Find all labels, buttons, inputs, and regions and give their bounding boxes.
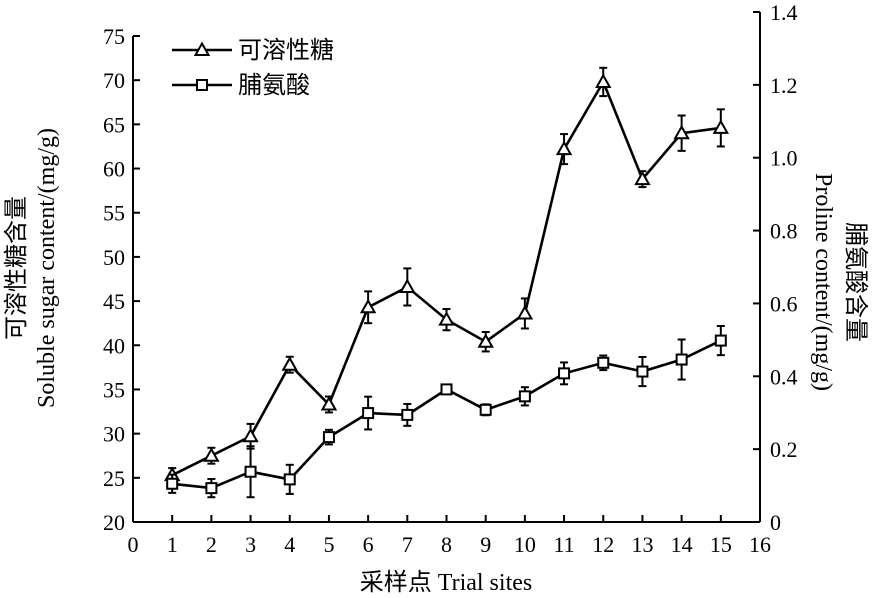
x-tick-label: 14	[671, 532, 693, 557]
right-y-axis-ticks: 0 0.2 0.4 0.6 0.8 1.0 1.2 1.4	[753, 0, 798, 535]
x-tick-label: 16	[749, 532, 771, 557]
x-tick-label: 11	[553, 532, 574, 557]
x-tick-label: 4	[284, 532, 295, 557]
left-y-tick-label: 50	[103, 245, 125, 270]
left-y-tick-label: 55	[103, 201, 125, 226]
soluble-sugar-triangle-point	[242, 427, 259, 443]
right-y-axis-label-cn: 脯氨酸含量	[842, 222, 869, 342]
right-y-tick-label: 1.4	[770, 0, 798, 25]
x-tick-label: 15	[710, 532, 732, 557]
x-tick-label: 8	[441, 532, 452, 557]
left-y-axis-label: 可溶性糖含量 Soluble sugar content/(mg/g)	[3, 128, 60, 408]
right-y-tick-label: 1.2	[770, 73, 798, 98]
legend-label-proline: 脯氨酸	[238, 72, 310, 99]
right-y-axis-label-en: Proline content/(mg/g)	[810, 173, 836, 391]
proline-square-point	[636, 365, 649, 378]
legend: 可溶性糖 脯氨酸	[172, 37, 334, 99]
right-y-tick-label: 0.2	[770, 437, 798, 462]
right-y-axis-label: 脯氨酸含量 Proline content/(mg/g)	[810, 173, 869, 391]
soluble-sugar-triangle-point	[555, 140, 573, 156]
left-y-tick-label: 30	[103, 422, 125, 447]
proline-square-point	[283, 473, 296, 486]
soluble-sugar-triangle-point	[477, 333, 494, 348]
legend-square-marker	[196, 79, 208, 91]
right-y-tick-label: 0.4	[770, 364, 798, 389]
x-axis-label: 采样点 Trial sites	[360, 569, 532, 596]
x-tick-label: 1	[167, 532, 178, 557]
legend-triangle-marker	[193, 41, 211, 56]
proline-square-point	[597, 356, 610, 369]
right-y-tick-label: 1.0	[770, 146, 798, 171]
proline-square-point	[440, 383, 453, 396]
x-tick-label: 13	[631, 532, 653, 557]
proline-square-point	[518, 390, 531, 403]
soluble-sugar-line	[171, 78, 721, 477]
soluble-sugar-series	[163, 66, 730, 484]
left-y-tick-label: 65	[103, 112, 125, 137]
proline-square-point	[401, 408, 414, 421]
soluble-sugar-triangle-point	[712, 119, 730, 134]
x-tick-label: 5	[323, 532, 334, 557]
legend-item-soluble-sugar: 可溶性糖	[172, 37, 334, 64]
soluble-sugar-triangle-point	[359, 298, 377, 314]
x-tick-label: 6	[363, 532, 374, 557]
left-y-tick-label: 20	[103, 510, 125, 535]
x-tick-label: 7	[402, 532, 413, 557]
soluble-sugar-triangle-point	[203, 447, 220, 462]
legend-item-proline: 脯氨酸	[172, 72, 310, 99]
left-y-tick-label: 75	[103, 24, 125, 49]
right-y-tick-label: 0	[770, 510, 781, 535]
proline-square-point	[714, 334, 727, 347]
legend-label-soluble-sugar: 可溶性糖	[238, 37, 334, 64]
proline-square-point	[205, 482, 218, 495]
x-axis-ticks: 0 1 2 3 4 5 6 7 8 9 10 11 12 13 14 15 16	[128, 515, 771, 557]
soluble-sugar-triangle-point	[281, 356, 298, 371]
left-y-tick-label: 60	[103, 157, 125, 182]
x-tick-label: 0	[128, 532, 139, 557]
left-y-tick-label: 45	[103, 289, 125, 314]
soluble-sugar-triangle-point	[673, 124, 690, 140]
left-y-axis-ticks: 20 25 30 35 40 45 50 55 60 65 70 75	[103, 24, 140, 535]
left-y-tick-label: 40	[103, 333, 125, 358]
proline-square-point	[166, 477, 179, 490]
proline-square-point	[479, 403, 492, 416]
soluble-sugar-triangle-point	[399, 278, 416, 293]
x-tick-label: 3	[245, 532, 256, 557]
soluble-sugar-triangle-point	[516, 304, 534, 320]
soluble-sugar-triangle-point	[634, 170, 651, 186]
left-y-tick-label: 25	[103, 466, 125, 491]
left-y-axis-label-cn: 可溶性糖含量	[3, 196, 30, 340]
soluble-sugar-triangle-point	[438, 311, 455, 326]
right-y-tick-label: 0.8	[770, 219, 798, 244]
proline-series	[166, 325, 727, 499]
x-tick-label: 10	[514, 532, 536, 557]
proline-square-point	[322, 431, 335, 444]
left-y-tick-label: 35	[103, 377, 125, 402]
soluble-sugar-triangle-point	[320, 395, 338, 411]
left-y-tick-label: 70	[103, 68, 125, 93]
proline-square-point	[362, 407, 375, 420]
right-y-tick-label: 0.6	[770, 291, 798, 316]
left-y-axis-label-en: Soluble sugar content/(mg/g)	[34, 128, 60, 408]
x-tick-label: 9	[480, 532, 491, 557]
proline-square-point	[558, 367, 571, 380]
proline-square-point	[675, 353, 688, 366]
proline-square-point	[244, 465, 257, 478]
x-tick-label: 2	[206, 532, 217, 557]
soluble-sugar-triangle-point	[595, 73, 612, 88]
x-tick-label: 12	[592, 532, 614, 557]
